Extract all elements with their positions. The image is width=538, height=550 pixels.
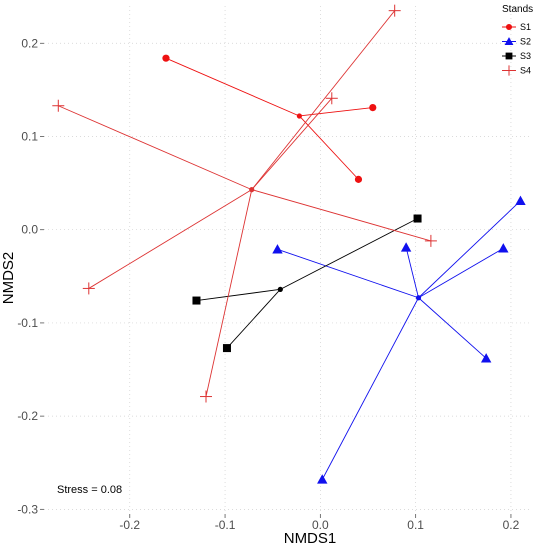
series-S4 [52, 4, 437, 403]
y-tick-label-4: 0.1 [21, 129, 38, 143]
centroid-S2 [415, 295, 422, 301]
x-axis-title: NMDS1 [284, 530, 337, 547]
spider-line-S4-4 [88, 189, 252, 289]
centroid-S1 [296, 113, 302, 119]
point-S4-3 [424, 234, 437, 247]
spider-line-S4-0 [251, 10, 396, 190]
series-S1 [162, 54, 377, 183]
point-S2-4 [480, 353, 492, 363]
point-S4-5 [200, 390, 212, 403]
spider-line-S2-0 [277, 248, 419, 299]
point-S2-2 [515, 195, 526, 205]
spider-line-S4-1 [251, 97, 333, 190]
x-tick-label-1: -0.1 [215, 518, 236, 532]
x-tick-label-3: 0.1 [407, 518, 424, 532]
legend-key-S1 [505, 23, 513, 31]
x-tick-label-0: -0.2 [119, 518, 140, 532]
point-S2-3 [498, 243, 509, 253]
spider-line-S1-2 [299, 115, 359, 180]
x-axis: -0.2 -0.1 0.0 0.1 0.2 [119, 514, 520, 532]
y-tick-label-3: 0.0 [21, 223, 38, 237]
point-S3-2 [413, 214, 422, 223]
spider-line-S1-1 [299, 107, 373, 117]
spider-line-S1-0 [165, 57, 300, 117]
legend-label-S3: S3 [520, 51, 531, 61]
legend-label-S4: S4 [520, 66, 531, 76]
point-S3-1 [222, 344, 231, 353]
x-tick-label-4: 0.2 [503, 518, 520, 532]
spider-line-S2-3 [418, 247, 504, 299]
legend-label-S1: S1 [520, 22, 531, 32]
point-S2-0 [272, 244, 283, 254]
spider-line-S2-1 [405, 247, 419, 298]
point-S2-5 [317, 474, 328, 484]
y-axis-title: NMDS2 [0, 252, 17, 305]
grid-lines [44, 6, 530, 514]
legend-key-S2 [504, 37, 514, 46]
point-S3-0 [192, 296, 201, 305]
y-tick-label-5: 0.2 [21, 36, 38, 50]
spider-line-S2-4 [418, 297, 487, 359]
spider-line-S3-2 [280, 218, 418, 290]
spider-line-S4-5 [205, 189, 253, 397]
y-tick-label-0: -0.3 [17, 502, 38, 516]
spider-line-S4-3 [251, 189, 432, 242]
centroid-S4 [249, 187, 255, 193]
series-S2 [272, 195, 526, 484]
legend-key-S4 [503, 65, 515, 76]
legend-key-S3 [505, 52, 513, 60]
point-S1-2 [354, 175, 363, 183]
point-S4-0 [388, 4, 401, 17]
stress-annotation: Stress = 0.08 [57, 484, 122, 496]
centroid-S3 [277, 286, 283, 292]
y-tick-label-1: -0.2 [17, 409, 38, 423]
point-S4-1 [325, 92, 338, 105]
series-S3 [192, 214, 422, 353]
spider-line-S4-2 [58, 105, 252, 191]
spider-line-S3-0 [196, 288, 281, 301]
point-S1-1 [369, 104, 377, 112]
point-S2-1 [400, 242, 412, 252]
point-S4-2 [52, 99, 65, 112]
legend: Stands S1 S2 S3 S4 [502, 4, 533, 76]
spider-line-S2-2 [418, 200, 521, 299]
y-tick-label-2: -0.1 [17, 316, 38, 330]
spider-line-S2-5 [321, 297, 419, 480]
legend-label-S2: S2 [520, 37, 531, 47]
point-S4-4 [82, 282, 95, 295]
x-tick-label-2: 0.0 [312, 518, 329, 532]
series-layer [52, 4, 526, 484]
spider-line-S3-1 [226, 289, 281, 349]
point-S1-0 [162, 54, 170, 62]
legend-title: Stands [502, 4, 533, 15]
y-axis: -0.3 -0.2 -0.1 0.0 0.1 0.2 [17, 36, 44, 516]
